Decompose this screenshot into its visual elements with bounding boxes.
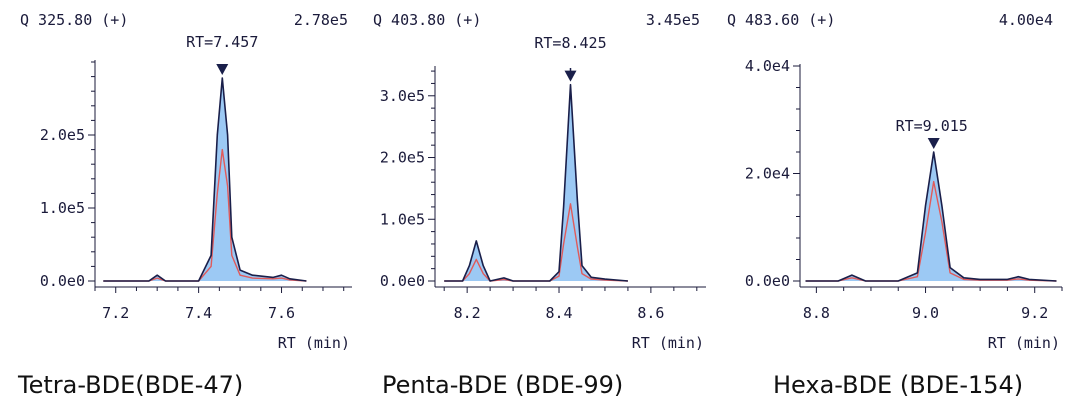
peak-rt-label: RT=9.015 bbox=[896, 117, 968, 135]
x-tick-label: 8.8 bbox=[803, 304, 830, 322]
panel-label: Q 483.60 (+) bbox=[727, 11, 835, 29]
y-tick-label: 0.0e0 bbox=[40, 272, 85, 290]
peak-marker bbox=[216, 64, 229, 76]
max-intensity-label: 3.45e5 bbox=[646, 11, 700, 29]
x-axis-title: RT (min) bbox=[632, 334, 704, 352]
y-tick-label: 2.0e5 bbox=[40, 126, 85, 144]
y-tick-label: 0.0e0 bbox=[745, 272, 790, 290]
series-line-qualifier bbox=[444, 203, 628, 282]
x-tick-label: 9.0 bbox=[912, 304, 939, 322]
x-tick-label: 8.2 bbox=[454, 304, 481, 322]
chart-panel-2: Q 403.80 (+) 3.45e5 0.0e0 1.0e5 2.0e5 3.0e5 8.… bbox=[373, 11, 706, 399]
y-tick-label: 2.0e4 bbox=[745, 165, 790, 183]
chart-panel-3: Q 483.60 (+) 4.00e4 0.0e0 2.0e4 4.0e4 8.8 9.0 9… bbox=[727, 11, 1063, 399]
panel-caption: Penta-BDE (BDE-99) bbox=[382, 371, 623, 399]
series-line-quantifier bbox=[805, 151, 1057, 282]
panel-label: Q 325.80 (+) bbox=[20, 11, 128, 29]
peak-rt-label: RT=8.425 bbox=[534, 34, 606, 52]
y-tick-label: 4.0e4 bbox=[745, 57, 790, 75]
panel-label: Q 403.80 (+) bbox=[373, 11, 481, 29]
series-line-quantifier bbox=[103, 77, 307, 282]
x-tick-label: 8.6 bbox=[637, 304, 664, 322]
x-tick-label: 7.6 bbox=[268, 304, 295, 322]
y-tick-label: 0.0e0 bbox=[380, 272, 425, 290]
peak-marker bbox=[564, 70, 577, 82]
y-tick-label: 1.0e5 bbox=[40, 199, 85, 217]
x-axis-title: RT (min) bbox=[988, 334, 1060, 352]
x-tick-label: 8.4 bbox=[545, 304, 572, 322]
panel-caption: Tetra-BDE(BDE-47) bbox=[17, 371, 243, 399]
peak-fill-area bbox=[444, 84, 628, 281]
y-tick-label: 2.0e5 bbox=[380, 149, 425, 167]
series-line-qualifier bbox=[103, 148, 307, 282]
series-line-qualifier bbox=[805, 180, 1057, 282]
max-intensity-label: 2.78e5 bbox=[294, 11, 348, 29]
peak-marker bbox=[927, 138, 940, 149]
series-line-quantifier bbox=[444, 83, 628, 282]
y-tick-label: 3.0e5 bbox=[380, 87, 425, 105]
chart-panel-1: Q 325.80 (+) 2.78e5 0.0e0 1.0e5 2.0e5 7.2 7.4 7… bbox=[17, 11, 352, 399]
peak-fill-area bbox=[103, 78, 307, 281]
max-intensity-label: 4.00e4 bbox=[999, 11, 1053, 29]
x-tick-label: 7.4 bbox=[185, 304, 212, 322]
y-tick-label: 1.0e5 bbox=[380, 210, 425, 228]
x-tick-label: 7.2 bbox=[102, 304, 129, 322]
x-axis-title: RT (min) bbox=[278, 334, 350, 352]
peak-fill-area bbox=[805, 152, 1057, 281]
x-tick-label: 9.2 bbox=[1021, 304, 1048, 322]
panel-caption: Hexa-BDE (BDE-154) bbox=[773, 371, 1023, 399]
peak-rt-label: RT=7.457 bbox=[186, 33, 258, 51]
